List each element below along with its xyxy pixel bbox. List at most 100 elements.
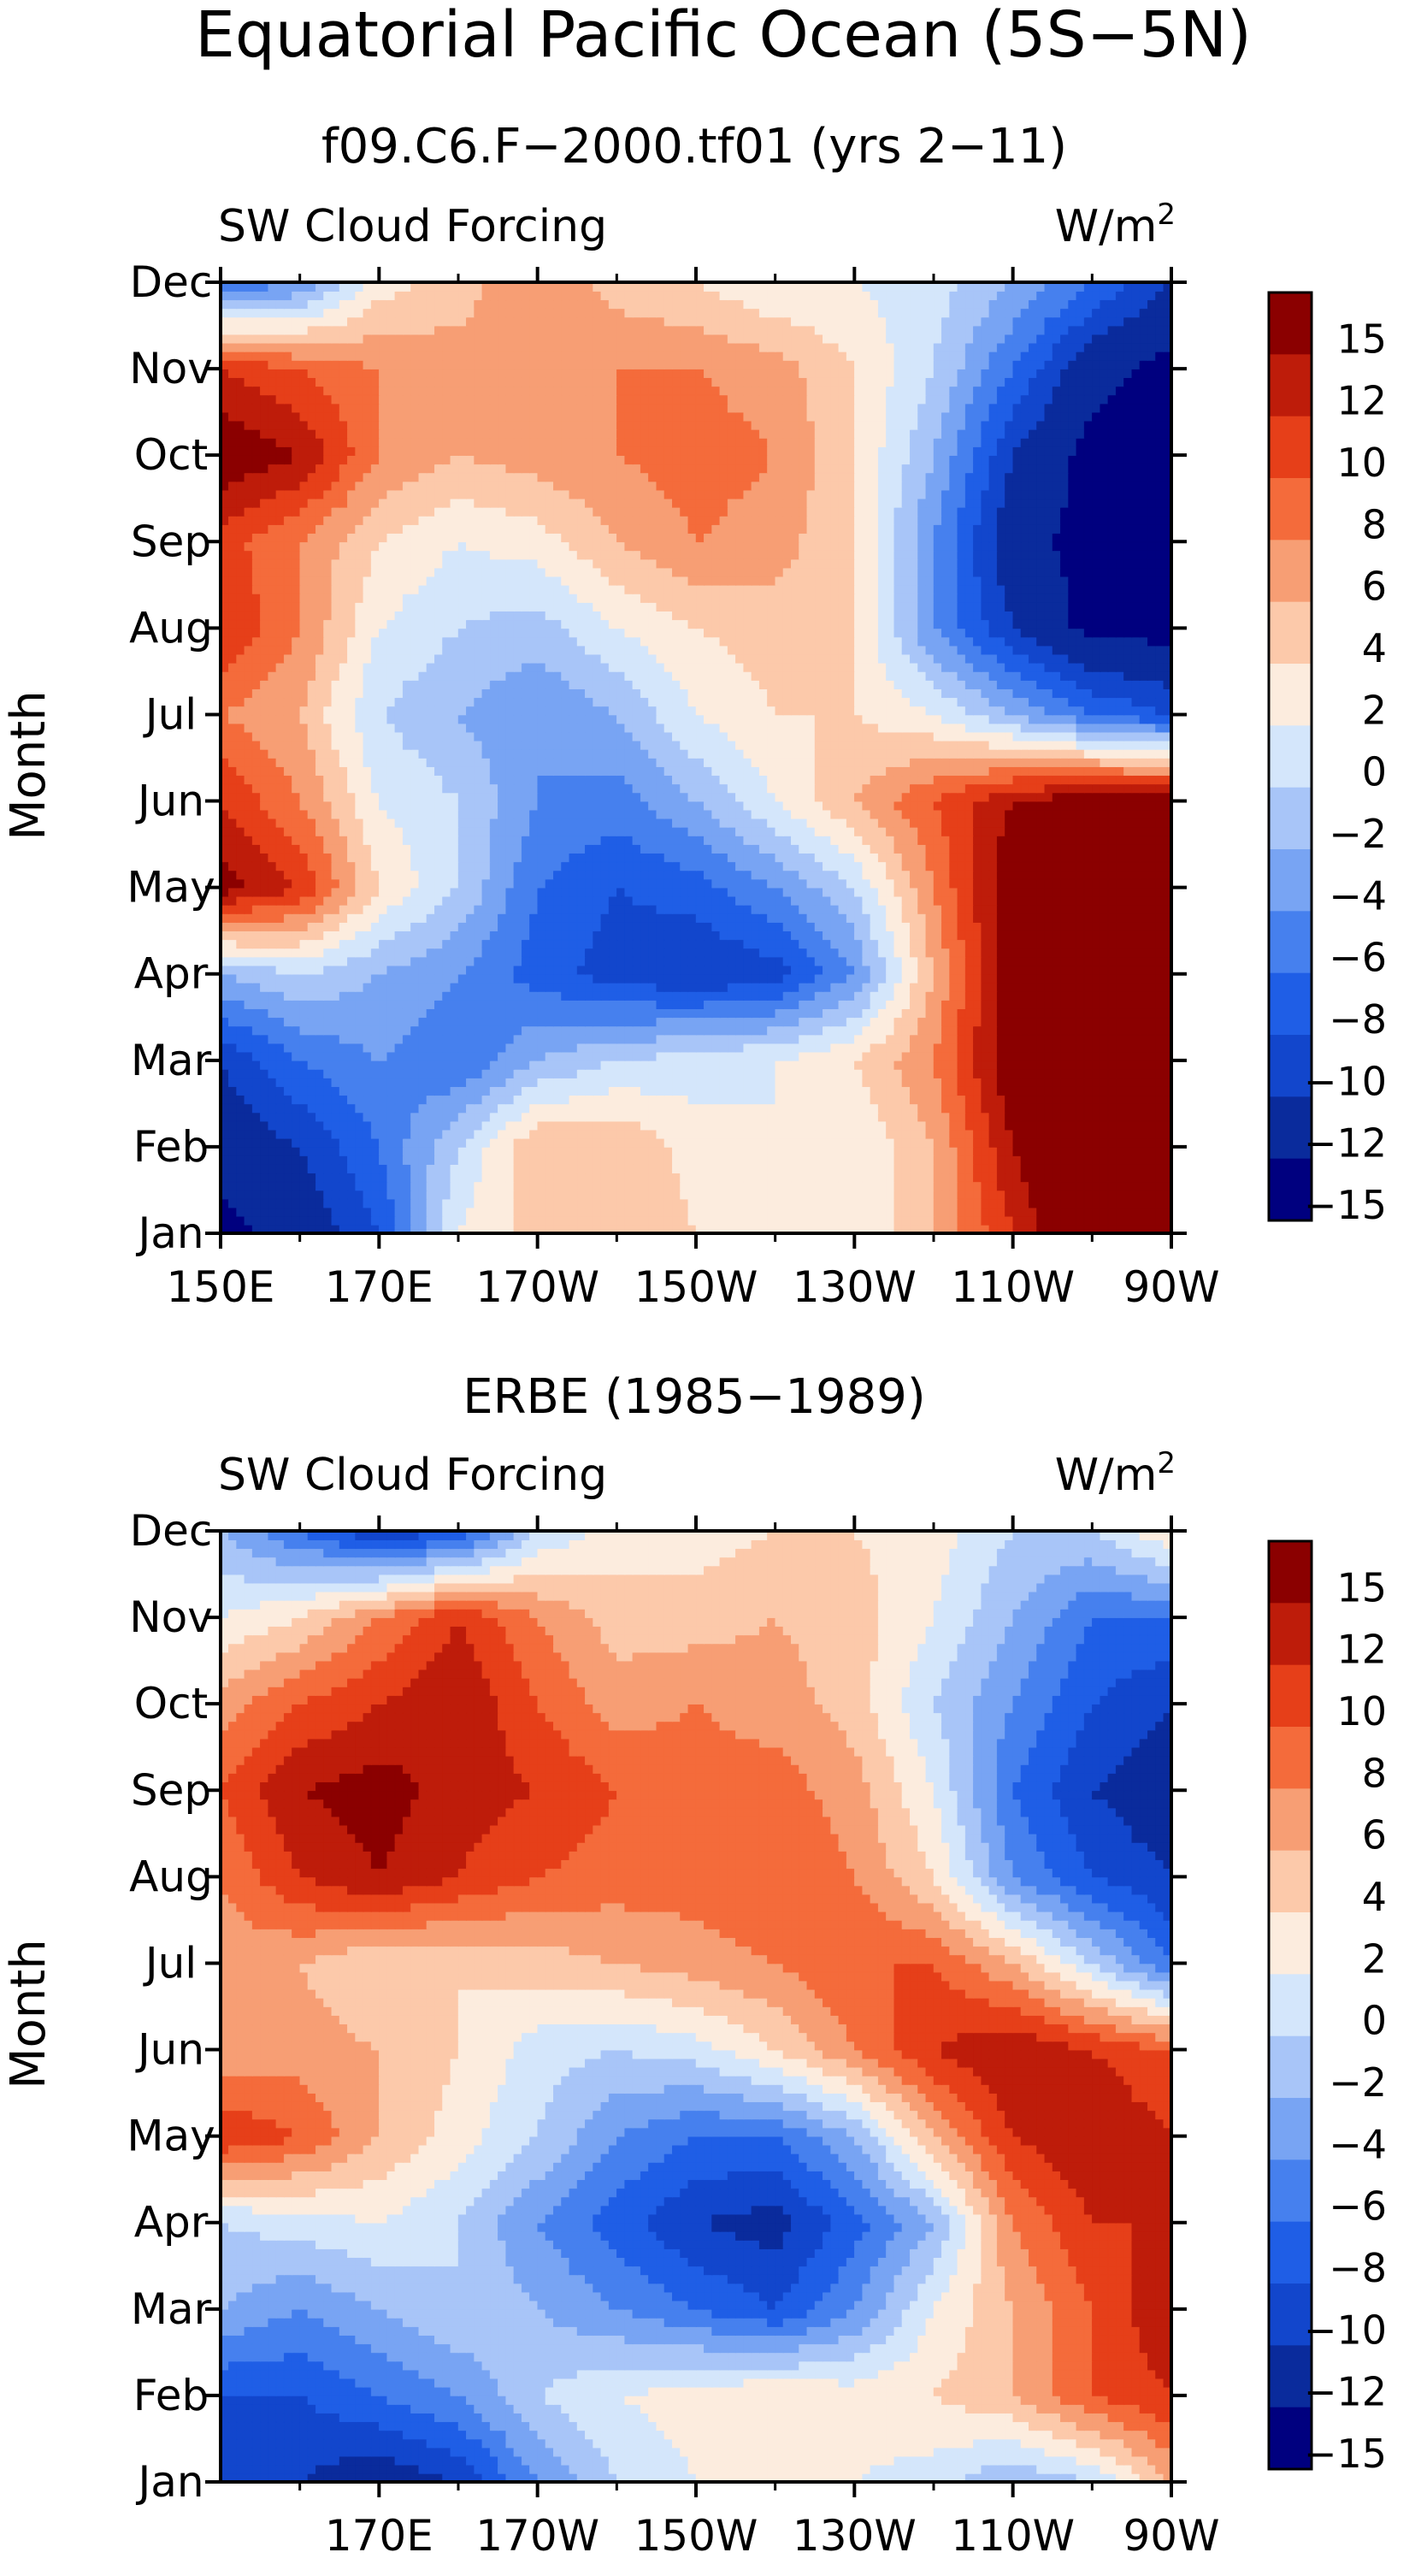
- field-cell: [577, 1164, 586, 1173]
- field-cell: [648, 1155, 657, 1165]
- field-cell: [657, 1112, 665, 1121]
- field-cell: [839, 1138, 847, 1148]
- field-cell: [1108, 1208, 1117, 1217]
- field-cell: [419, 1164, 427, 1173]
- field-cell: [894, 1208, 903, 1217]
- field-cell: [1069, 1216, 1077, 1226]
- field-cell: [395, 1138, 404, 1148]
- field-cell: [1005, 1164, 1013, 1173]
- field-cell: [1029, 1138, 1037, 1148]
- field-cell: [982, 1121, 990, 1131]
- field-cell: [989, 1112, 998, 1121]
- field-cell: [1060, 1112, 1069, 1121]
- field-cell: [545, 1190, 554, 1199]
- field-cell: [831, 1112, 840, 1121]
- field-cell: [1140, 1173, 1148, 1182]
- field-cell: [585, 1208, 593, 1217]
- field-cell: [300, 1155, 309, 1165]
- field-cell: [1147, 1095, 1156, 1104]
- field-cell: [545, 1147, 554, 1156]
- field-cell: [347, 1173, 356, 1182]
- field-cell: [752, 1095, 760, 1104]
- field-cell: [989, 1155, 998, 1165]
- field-cell: [419, 1138, 427, 1148]
- field-cell: [839, 1190, 847, 1199]
- field-cell: [538, 1208, 546, 1217]
- field-cell: [419, 1208, 427, 1217]
- field-cell: [910, 1103, 918, 1113]
- field-cell: [466, 1216, 475, 1226]
- field-cell: [228, 1181, 237, 1191]
- field-cell: [268, 1208, 277, 1217]
- field-cell: [1100, 1208, 1109, 1217]
- field-cell: [767, 1095, 775, 1104]
- field-cell: [308, 1216, 316, 1226]
- field-cell: [791, 1164, 799, 1173]
- field-cell: [387, 1086, 396, 1096]
- field-cell: [934, 1173, 942, 1182]
- field-cell: [958, 1121, 966, 1131]
- field-cell: [458, 1086, 467, 1096]
- field-cell: [561, 1190, 569, 1199]
- field-cell: [934, 1095, 942, 1104]
- field-cell: [561, 1147, 569, 1156]
- field-cell: [498, 1147, 506, 1156]
- field-cell: [863, 1199, 871, 1208]
- field-cell: [759, 1147, 768, 1156]
- field-cell: [1092, 1216, 1100, 1226]
- field-cell: [950, 1112, 958, 1121]
- field-cell: [950, 1095, 958, 1104]
- field-cell: [934, 1121, 942, 1131]
- field-cell: [529, 1086, 538, 1096]
- field-cell: [815, 1173, 823, 1182]
- field-cell: [561, 1086, 569, 1096]
- field-cell: [625, 1103, 634, 1113]
- field-cell: [609, 1164, 617, 1173]
- field-cell: [529, 1138, 538, 1148]
- field-cell: [735, 1130, 744, 1139]
- field-cell: [593, 1121, 602, 1131]
- field-cell: [1076, 1164, 1085, 1173]
- field-cell: [1013, 1121, 1022, 1131]
- field-cell: [451, 1121, 459, 1131]
- field-cell: [529, 1155, 538, 1165]
- field-cell: [775, 1121, 784, 1131]
- field-cell: [593, 1181, 602, 1191]
- field-cell: [672, 1155, 681, 1165]
- field-cell: [427, 1181, 435, 1191]
- field-cell: [720, 1103, 728, 1113]
- field-cell: [791, 1095, 799, 1104]
- field-cell: [395, 1103, 404, 1113]
- field-cell: [260, 1164, 268, 1173]
- field-cell: [1116, 1130, 1124, 1139]
- field-cell: [529, 1216, 538, 1226]
- field-cell: [1140, 1095, 1148, 1104]
- field-cell: [854, 1164, 863, 1173]
- field-cell: [442, 1155, 451, 1165]
- field-cell: [1021, 1164, 1029, 1173]
- field-cell: [569, 1199, 578, 1208]
- field-cell: [910, 1095, 918, 1104]
- field-cell: [989, 1199, 998, 1208]
- field-cell: [514, 1103, 522, 1113]
- field-cell: [585, 1190, 593, 1199]
- field-cell: [593, 1138, 602, 1148]
- field-cell: [989, 1130, 998, 1139]
- field-cell: [332, 1190, 340, 1199]
- field-cell: [427, 1199, 435, 1208]
- field-cell: [902, 1199, 911, 1208]
- field-cell: [522, 1112, 530, 1121]
- field-cell: [688, 1103, 697, 1113]
- field-cell: [442, 1095, 451, 1104]
- field-cell: [839, 1095, 847, 1104]
- field-cell: [300, 1190, 309, 1199]
- field-cell: [545, 1164, 554, 1173]
- field-cell: [657, 1173, 665, 1182]
- field-cell: [529, 1164, 538, 1173]
- field-cell: [799, 1190, 807, 1199]
- field-cell: [410, 1147, 419, 1156]
- field-cell: [712, 1147, 721, 1156]
- field-cell: [395, 1164, 404, 1173]
- field-cell: [941, 1103, 950, 1113]
- field-cell: [633, 1095, 641, 1104]
